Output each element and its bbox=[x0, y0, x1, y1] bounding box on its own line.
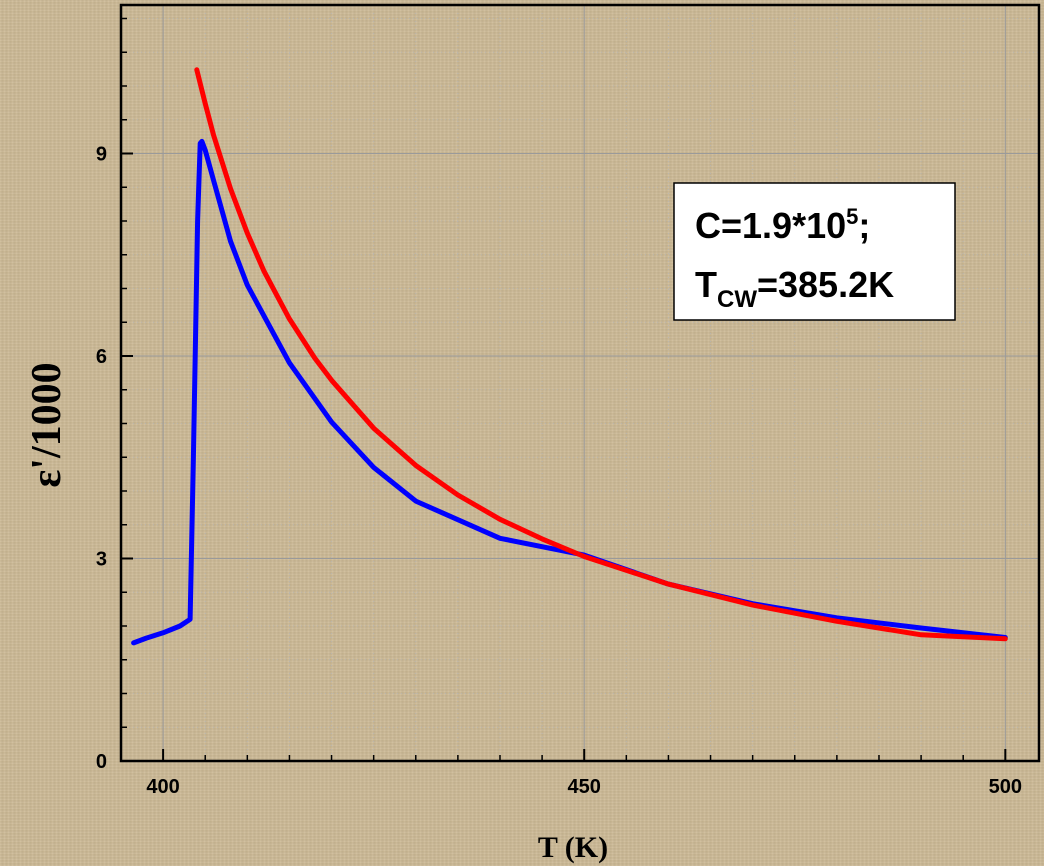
series bbox=[131, 67, 1008, 646]
x-tick-label: 450 bbox=[568, 776, 601, 798]
annotation-line-1-end: ; bbox=[858, 205, 870, 246]
y-tick-label: 6 bbox=[96, 346, 107, 368]
annotation-line-1-sup: 5 bbox=[846, 204, 858, 229]
ticks: 400 450 500 0 3 6 9 bbox=[96, 17, 1022, 798]
annotation-line-2: TCW=385.2K bbox=[695, 264, 894, 313]
annotation-box: C=1.9*105; TCW=385.2K bbox=[673, 182, 956, 321]
series-line-2 bbox=[194, 67, 1008, 642]
grid bbox=[121, 5, 1039, 761]
annotation-line-2-sub: CW bbox=[717, 286, 757, 313]
x-tick-label: 400 bbox=[146, 776, 179, 798]
annotation-line-2-end: =385.2K bbox=[757, 264, 894, 305]
annotation-line-1: C=1.9*105; bbox=[695, 204, 870, 246]
plot-frame bbox=[119, 3, 1041, 763]
y-tick-label: 3 bbox=[96, 549, 107, 571]
annotation-frame bbox=[673, 182, 956, 321]
y-axis-title: ε'/1000 bbox=[24, 362, 70, 487]
annotation-line-2-main: T bbox=[695, 264, 717, 305]
x-tick-label: 500 bbox=[989, 776, 1022, 798]
y-tick-label: 9 bbox=[96, 144, 107, 166]
x-axis-title: T (K) bbox=[538, 831, 608, 864]
y-tick-label: 0 bbox=[96, 751, 107, 773]
annotation-line-1-main: C=1.9*10 bbox=[695, 205, 846, 246]
